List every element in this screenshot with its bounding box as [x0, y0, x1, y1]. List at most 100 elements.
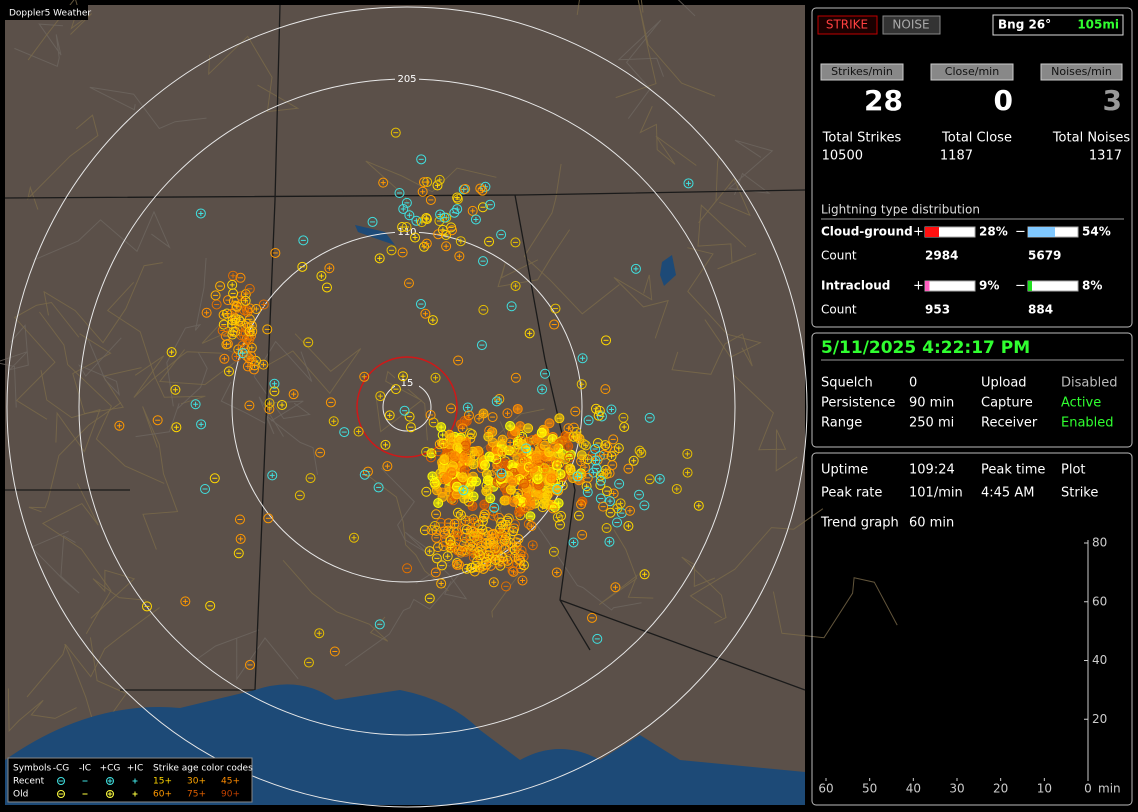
percent-bar [1028, 227, 1055, 237]
strike-sign [575, 473, 581, 479]
setting-value: Enabled [1061, 416, 1114, 431]
strike-sign [504, 410, 510, 416]
strike [316, 271, 327, 282]
road [90, 569, 147, 619]
strike [495, 523, 506, 534]
strike [578, 439, 589, 450]
strike-sign [182, 598, 188, 604]
road [615, 0, 716, 99]
strike [405, 422, 416, 433]
settings-panel [811, 332, 1133, 448]
strike [264, 398, 275, 409]
strike-sign [446, 489, 452, 495]
strike [467, 541, 478, 552]
strike [565, 464, 576, 475]
strike [563, 423, 574, 434]
strike [604, 536, 615, 547]
strike [269, 386, 280, 397]
strike [305, 473, 316, 484]
strike-sign [592, 458, 598, 464]
strike [470, 214, 481, 225]
strike [502, 515, 513, 526]
strike [141, 601, 152, 612]
road [697, 204, 757, 270]
strike [223, 366, 234, 377]
strike [228, 296, 239, 307]
road [40, 370, 101, 453]
total-value: 1317 [1089, 149, 1122, 164]
strike [373, 482, 384, 493]
strike-sign [565, 443, 571, 449]
strike [576, 456, 587, 467]
y-tick-label: 60 [1092, 594, 1107, 608]
strike [469, 531, 480, 542]
noise-button[interactable] [882, 15, 941, 35]
strike [359, 469, 370, 480]
strike [537, 502, 548, 513]
ring-label: 205 [397, 74, 416, 85]
strike [434, 439, 445, 450]
strike-sign [430, 317, 436, 323]
strike-sign [412, 235, 418, 241]
strike-sign [445, 553, 451, 559]
strike [374, 619, 385, 630]
strike-button[interactable] [817, 15, 878, 35]
road [196, 629, 299, 681]
strike [190, 399, 201, 410]
strike [497, 552, 508, 563]
legend-age: 75+ [187, 790, 206, 800]
legend-symbol [107, 791, 113, 797]
strike-sign [535, 493, 541, 499]
road [33, 210, 171, 261]
strike [610, 582, 621, 593]
strike-sign [601, 452, 607, 458]
strike [430, 567, 441, 578]
total-label: Total Noises [1052, 131, 1131, 146]
strike-sign [420, 189, 426, 195]
strike-sign [616, 445, 622, 451]
strike-sign [469, 544, 475, 550]
strike-sign [637, 448, 643, 454]
strike [397, 247, 408, 258]
road [0, 324, 29, 371]
strike-sign [507, 439, 513, 445]
strike [453, 355, 464, 366]
strike [215, 281, 226, 292]
strike [227, 315, 238, 326]
strike-sign [454, 562, 460, 568]
strike [210, 290, 221, 301]
strike [496, 468, 507, 479]
strike-sign [515, 406, 521, 412]
strike-sign [454, 206, 460, 212]
strike-sign [494, 398, 500, 404]
strike-sign [400, 206, 406, 212]
strike-sign [462, 467, 468, 473]
strike-sign [271, 381, 277, 387]
count-label: Count [821, 303, 857, 317]
trend-label: Peak time [981, 463, 1045, 478]
strike-sign [578, 458, 584, 464]
strike [432, 542, 443, 553]
strike-sign [440, 432, 446, 438]
strike-sign [241, 307, 247, 313]
strike [601, 523, 612, 534]
strike [166, 347, 177, 358]
strike [416, 217, 427, 228]
strike-sign [476, 416, 482, 422]
strike [399, 405, 410, 416]
strike-sign [578, 501, 584, 507]
total-value: 1187 [940, 149, 973, 164]
strike-sign [493, 546, 499, 552]
strike [433, 229, 444, 240]
strike [549, 319, 560, 330]
strike [196, 419, 207, 430]
strike-sign [377, 255, 383, 261]
strike [419, 241, 430, 252]
strike [455, 509, 466, 520]
strike [240, 295, 251, 306]
strike [452, 204, 463, 215]
strike-sign [508, 487, 514, 493]
strike-sign [500, 437, 506, 443]
strike [443, 525, 454, 536]
road [89, 86, 207, 130]
